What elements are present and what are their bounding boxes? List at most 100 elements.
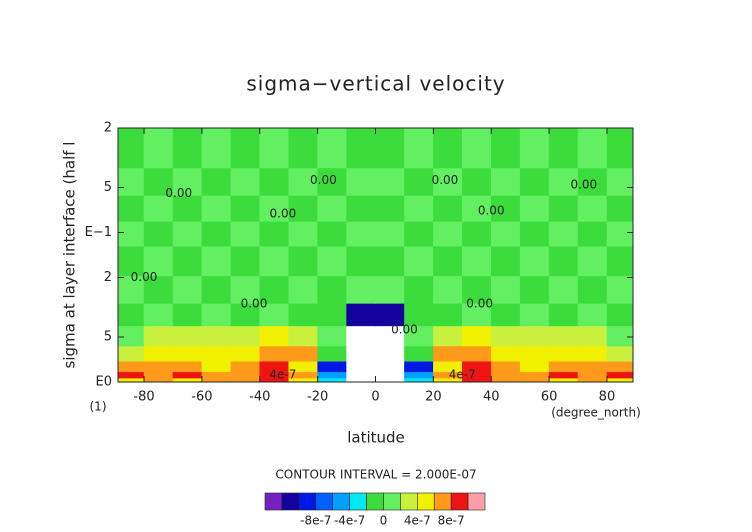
field-cell	[172, 220, 203, 247]
field-cell	[462, 345, 492, 362]
field-cell	[201, 345, 232, 362]
field-cell	[462, 194, 492, 222]
contour-label: 0.00	[241, 296, 268, 310]
x-tick-label: 80	[599, 390, 616, 405]
contour-label: 0.00	[391, 323, 418, 337]
field-cell	[201, 220, 232, 247]
field-cell	[230, 167, 261, 196]
field-cell	[143, 194, 174, 222]
field-cell	[259, 325, 290, 347]
colorbar-cell	[417, 492, 435, 511]
field-cell	[172, 371, 203, 379]
field-cell	[519, 302, 550, 327]
field-cell	[433, 194, 464, 222]
field-cell	[490, 245, 521, 277]
field-cell	[118, 194, 145, 222]
field-cell	[519, 371, 550, 379]
field-cell	[201, 360, 232, 373]
field-cell	[462, 220, 492, 247]
field-cell	[143, 167, 174, 196]
field-cell	[490, 302, 521, 327]
field-cell	[143, 128, 174, 169]
field-cell	[346, 245, 377, 277]
field-cell	[172, 325, 203, 347]
contour-label: 4e-7	[449, 368, 476, 382]
x-tick-label: -60	[191, 390, 212, 405]
field-cell	[259, 167, 290, 196]
field-cell	[143, 325, 174, 347]
field-cell	[375, 194, 406, 222]
field-cell	[404, 275, 435, 304]
field-cell	[462, 167, 492, 196]
y-tick-label: 5	[104, 329, 112, 344]
x-tick-label: 40	[483, 390, 500, 405]
field-cell	[143, 245, 174, 277]
field-cell	[143, 302, 174, 327]
colorbar-tick-label: 4e-7	[404, 514, 431, 528]
field-cell	[490, 220, 521, 247]
field-cell	[288, 245, 319, 277]
contour-label: 0.00	[131, 270, 158, 284]
field-cell	[375, 360, 406, 373]
field-cell	[230, 128, 261, 169]
field-cell	[375, 128, 406, 169]
field-cell	[606, 128, 633, 169]
field	[118, 128, 633, 382]
field-cell	[375, 245, 406, 277]
field-cell	[118, 245, 145, 277]
field-cell	[288, 325, 319, 347]
field-cell	[172, 245, 203, 277]
field-cell	[577, 194, 608, 222]
field-cell	[433, 302, 464, 327]
field-cell	[519, 360, 550, 373]
contour-label: 0.00	[165, 186, 192, 200]
y-axis-label: sigma at layer interface (half l	[61, 142, 79, 369]
field-cell	[490, 275, 521, 304]
field-cell	[490, 167, 521, 196]
colorbar-cell	[264, 492, 283, 511]
y-tick-label: E−1	[85, 225, 112, 240]
field-cell	[519, 275, 550, 304]
field-cell	[404, 128, 435, 169]
field-cell	[577, 325, 608, 347]
colorbar-cell	[298, 492, 317, 511]
field-cell	[519, 345, 550, 362]
field-cell	[606, 371, 633, 379]
field-cell	[317, 245, 348, 277]
contour-label: 4e-7	[269, 368, 296, 382]
field-cell	[346, 194, 377, 222]
contour-label: 0.00	[478, 204, 505, 218]
field-cell	[404, 345, 435, 362]
field-cell	[288, 302, 319, 327]
field-cell	[288, 128, 319, 169]
field-cell	[317, 360, 348, 373]
field-cell	[548, 194, 579, 222]
field-cell	[577, 302, 608, 327]
colorbar-cell	[467, 492, 486, 511]
field-cell	[288, 275, 319, 304]
field-cell	[375, 167, 406, 196]
field-cell	[118, 167, 145, 196]
field-cell	[346, 302, 377, 327]
field-cell	[606, 194, 633, 222]
colorbar-cell	[383, 492, 401, 511]
x-tick-label: 0	[371, 390, 379, 405]
colorbar-cell	[400, 492, 418, 511]
field-cell	[288, 220, 319, 247]
field-cell	[172, 167, 203, 196]
field-cell	[606, 167, 633, 196]
field-cell	[288, 345, 319, 362]
field-cell	[490, 194, 521, 222]
field-cell	[259, 275, 290, 304]
colorbar-cell	[332, 492, 350, 511]
field-cell	[375, 275, 406, 304]
colorbar-cell	[315, 492, 333, 511]
y-tick-label: 5	[104, 180, 112, 195]
field-cell	[577, 245, 608, 277]
contour-label: 0.00	[570, 177, 597, 191]
field-cell	[606, 302, 633, 327]
field-cell	[606, 345, 633, 362]
field-cell	[577, 360, 608, 373]
colorbar-tick-label: 8e-7	[438, 514, 465, 528]
field-cell	[433, 345, 464, 362]
